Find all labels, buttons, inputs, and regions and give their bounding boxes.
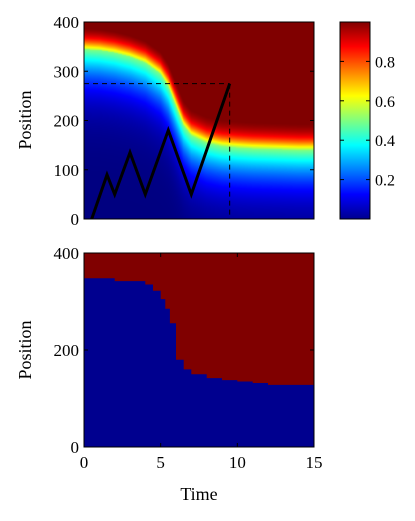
- colorbar-tick-label: 0.4: [375, 133, 395, 150]
- bottom-heatmap-panel: 0 200 400 0 5 10 15 Position Time: [15, 244, 323, 504]
- top-ytick-label: 100: [54, 161, 80, 180]
- colorbar: 0.2 0.4 0.6 0.8: [339, 21, 395, 220]
- colorbar-gradient: [339, 21, 371, 220]
- bottom-xtick-label: 0: [80, 453, 89, 472]
- bottom-xlabel: Time: [180, 484, 217, 504]
- bottom-ytick-label: 200: [54, 341, 80, 360]
- top-ytick-label: 400: [54, 13, 80, 32]
- bottom-xtick-label: 5: [156, 453, 165, 472]
- colorbar-tick-label: 0.8: [375, 54, 395, 71]
- bottom-ytick-label: 400: [54, 244, 80, 263]
- top-heatmap-image: [84, 22, 314, 219]
- bottom-region-above: [84, 253, 314, 385]
- top-ytick-label: 0: [71, 210, 80, 229]
- bottom-xtick-label: 10: [229, 453, 246, 472]
- bottom-ylabel: Position: [15, 320, 35, 379]
- trajectory-line: [90, 83, 232, 219]
- top-heatmap-panel: 0 100 200 300 400 Position: [15, 13, 315, 229]
- top-ylabel: Position: [15, 90, 35, 149]
- bottom-xtick-label: 15: [306, 453, 323, 472]
- colorbar-tick-label: 0.6: [375, 94, 395, 111]
- bottom-ytick-label: 0: [71, 438, 80, 457]
- top-ytick-label: 300: [54, 62, 80, 81]
- colorbar-tick-label: 0.2: [375, 173, 395, 190]
- top-ytick-label: 200: [54, 112, 80, 131]
